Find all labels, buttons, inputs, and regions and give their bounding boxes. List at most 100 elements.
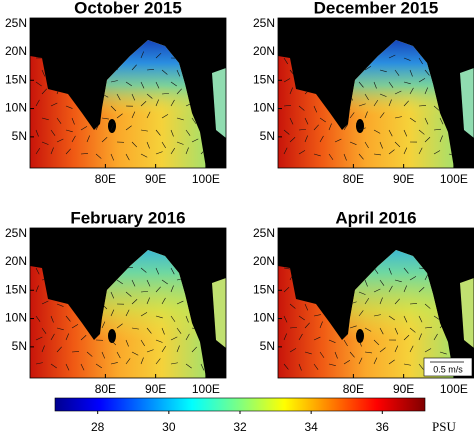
current-arrow xyxy=(403,129,408,137)
current-arrow xyxy=(125,291,132,297)
current-arrow xyxy=(110,80,118,83)
y-tick-label: 5N xyxy=(12,339,27,353)
axes-frame xyxy=(29,227,227,379)
map-panel: October 2015 80E 90E 100E 5N 10N 15N 20N 25N xyxy=(5,0,227,186)
current-arrow xyxy=(131,299,138,305)
current-arrow xyxy=(176,327,182,334)
current-arrow xyxy=(409,87,414,95)
y-tick-label: 10N xyxy=(253,101,275,115)
current-arrow xyxy=(161,114,169,119)
current-arrow xyxy=(349,351,355,358)
current-arrow xyxy=(140,51,144,59)
current-arrow xyxy=(191,346,198,353)
current-arrow xyxy=(161,93,169,95)
current-arrow xyxy=(304,117,309,125)
current-arrow xyxy=(283,105,291,107)
current-arrow xyxy=(394,327,399,335)
current-arrow xyxy=(95,153,102,159)
current-arrow xyxy=(185,147,189,155)
current-arrow xyxy=(319,135,324,143)
current-arrow xyxy=(373,357,378,365)
current-arrow xyxy=(394,90,402,95)
x-tick-label: 90E xyxy=(145,172,166,186)
current-arrow xyxy=(358,357,363,365)
current-arrow xyxy=(161,69,168,75)
current-arrow xyxy=(176,117,184,121)
current-arrow xyxy=(71,351,80,353)
current-arrow xyxy=(283,267,291,270)
current-arrow xyxy=(283,57,288,65)
current-arrow xyxy=(140,267,147,273)
colorbar xyxy=(54,397,426,412)
current-arrow xyxy=(65,315,71,322)
current-arrow xyxy=(65,129,73,133)
current-arrow xyxy=(131,93,136,101)
current-arrow xyxy=(101,137,108,143)
current-arrow xyxy=(80,363,85,371)
current-arrow xyxy=(379,297,383,305)
current-arrow xyxy=(283,129,290,135)
current-arrow xyxy=(65,333,69,341)
current-arrow xyxy=(155,81,160,89)
current-arrow xyxy=(439,351,447,355)
current-arrow xyxy=(140,153,148,158)
current-arrow xyxy=(379,279,385,286)
y-tick-label: 20N xyxy=(5,254,27,268)
current-arrow xyxy=(394,298,400,305)
current-arrow xyxy=(298,315,305,321)
current-arrow xyxy=(304,322,310,329)
y-tick-label: 25N xyxy=(253,226,275,240)
current-arrow xyxy=(319,321,323,329)
current-arrow xyxy=(170,362,178,365)
current-arrow xyxy=(343,153,347,161)
current-arrow xyxy=(146,327,152,334)
panel-title: October 2015 xyxy=(74,0,182,17)
current-arrow xyxy=(170,336,178,341)
current-arrow xyxy=(101,351,106,359)
current-arrow xyxy=(170,147,176,155)
andaman-sea xyxy=(460,278,474,348)
current-arrow xyxy=(80,335,87,341)
current-arrow xyxy=(313,336,321,341)
current-arrow xyxy=(110,362,118,365)
current-arrow xyxy=(418,57,423,65)
current-arrow xyxy=(56,346,62,353)
current-arrow xyxy=(35,147,41,155)
current-arrow xyxy=(313,314,321,317)
current-arrow xyxy=(364,141,369,149)
sri-lanka xyxy=(356,119,364,133)
current-arrow xyxy=(35,285,39,293)
current-arrow xyxy=(358,81,364,88)
current-arrow xyxy=(403,147,408,155)
y-tick-label: 15N xyxy=(5,72,27,86)
current-arrow xyxy=(364,327,372,332)
current-arrow xyxy=(131,351,139,356)
current-arrow xyxy=(125,81,132,87)
current-arrow xyxy=(56,303,64,307)
current-arrow xyxy=(388,149,395,155)
current-arrow xyxy=(409,117,416,123)
current-arrow xyxy=(131,64,137,71)
current-arrow xyxy=(388,81,394,88)
current-arrow xyxy=(334,351,338,359)
current-arrow xyxy=(403,57,411,61)
current-arrow xyxy=(86,351,93,357)
current-arrow xyxy=(125,339,129,347)
current-arrow xyxy=(424,348,432,353)
current-arrow xyxy=(116,351,121,359)
current-arrow xyxy=(41,327,47,334)
x-tick-label: 80E xyxy=(343,172,364,186)
y-tick-label: 5N xyxy=(260,129,275,143)
current-arrow xyxy=(289,87,293,95)
current-arrow xyxy=(131,111,136,119)
current-arrow xyxy=(403,334,410,341)
current-arrow xyxy=(140,101,147,107)
current-arrow xyxy=(35,129,39,137)
current-arrow xyxy=(439,117,444,125)
current-arrow xyxy=(283,147,288,155)
current-arrow xyxy=(41,88,47,95)
current-arrow xyxy=(403,285,407,293)
axes-frame xyxy=(277,227,474,379)
current-arrow xyxy=(283,363,289,370)
current-arrow xyxy=(409,276,417,281)
